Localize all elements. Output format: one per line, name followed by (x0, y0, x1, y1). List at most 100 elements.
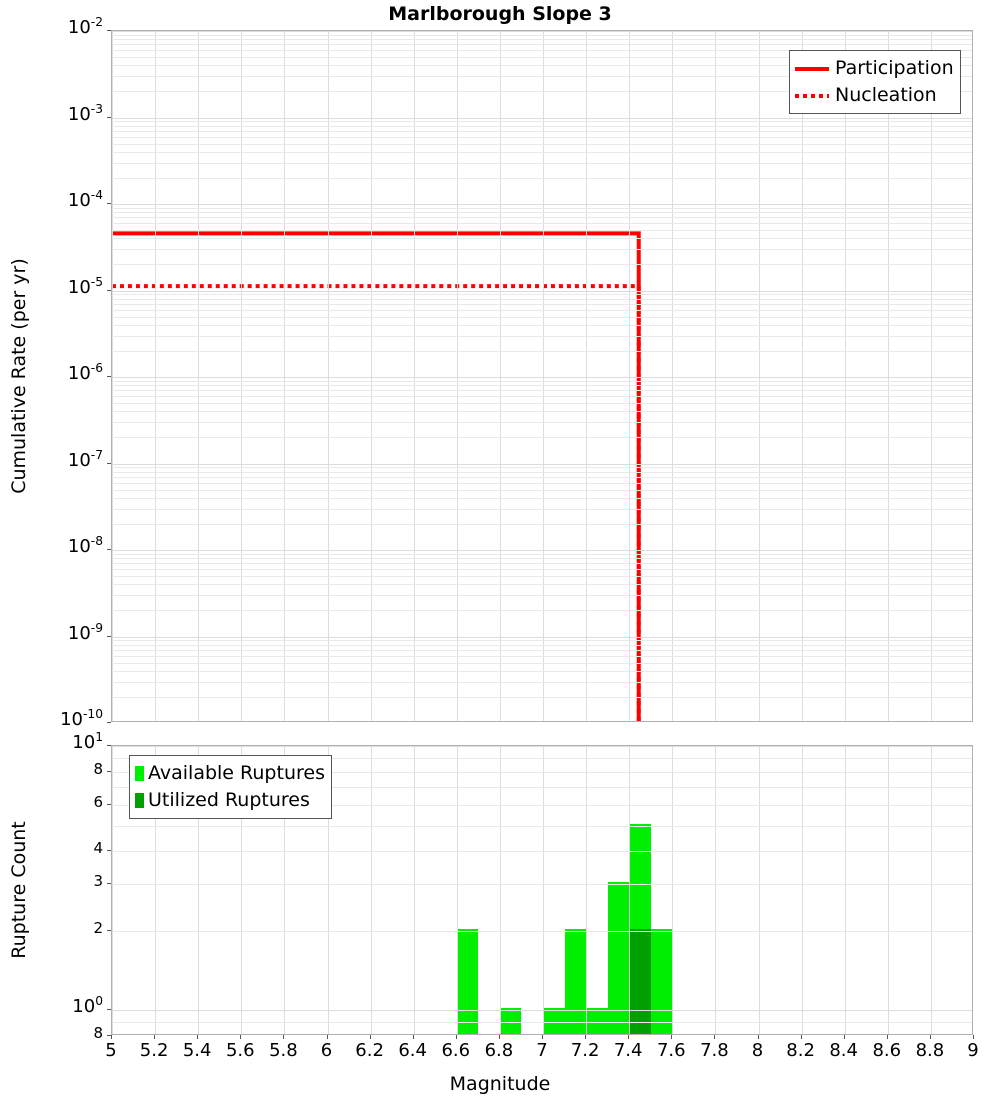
nucleation-line-icon (795, 93, 829, 98)
gridline-vertical (457, 746, 458, 1034)
gridline-vertical (500, 31, 501, 721)
x-tick-mark (887, 1035, 888, 1039)
gridline-vertical (586, 746, 587, 1034)
available-rupture-bar (586, 1008, 608, 1034)
gridline-horizontal (112, 645, 972, 646)
x-tick-label: 8.8 (915, 1040, 945, 1061)
gridline-vertical (371, 746, 372, 1034)
x-tick-label: 5.8 (269, 1040, 298, 1061)
available-rupture-bar (543, 1008, 565, 1034)
y-tick-mark (107, 1009, 111, 1010)
gridline-horizontal (112, 325, 972, 326)
gridline-horizontal (112, 490, 972, 491)
gridline-vertical (112, 746, 113, 1034)
x-tick-label: 8.4 (829, 1040, 858, 1061)
y-tick-label: 8 (93, 759, 103, 778)
y-tick-label: 10-9 (67, 620, 103, 644)
gridline-vertical (371, 31, 372, 721)
gridline-vertical (284, 31, 285, 721)
gridline-horizontal (112, 137, 972, 138)
gridline-horizontal (112, 826, 972, 827)
gridline-horizontal (112, 152, 972, 153)
legend-item-available: Available Ruptures (135, 760, 325, 787)
y-tick-label: 10-5 (67, 274, 103, 298)
x-tick-mark (283, 1035, 284, 1039)
utilized-rupture-bar (629, 928, 651, 1034)
gridline-horizontal (112, 498, 972, 499)
x-tick-label: 7.4 (613, 1040, 643, 1061)
gridline-horizontal (112, 787, 972, 788)
x-tick-label: 7.2 (570, 1040, 600, 1061)
gridline-horizontal (112, 554, 972, 555)
gridline-vertical (759, 31, 760, 721)
x-tick-mark (240, 1035, 241, 1039)
x-tick-mark (413, 1035, 414, 1039)
available-rupture-bar (607, 882, 630, 1034)
gridline-vertical (241, 31, 242, 721)
y-tick-mark (107, 636, 111, 637)
gridline-horizontal (112, 637, 972, 638)
y-tick-mark (107, 930, 111, 931)
gridline-horizontal (112, 294, 972, 295)
y-tick-label: 2 (93, 918, 103, 937)
gridline-horizontal (112, 118, 972, 119)
gridline-horizontal (112, 385, 972, 386)
x-tick-mark (499, 1035, 500, 1039)
gridline-horizontal (112, 477, 972, 478)
gridline-vertical (414, 31, 415, 721)
x-tick-label: 8.2 (786, 1040, 815, 1061)
x-tick-mark (327, 1035, 328, 1039)
gridline-horizontal (112, 144, 972, 145)
gridline-horizontal (112, 663, 972, 664)
gridline-horizontal (112, 50, 972, 51)
gridline-horizontal (112, 1022, 972, 1023)
x-tick-mark (714, 1035, 715, 1039)
gridline-vertical (629, 746, 630, 1034)
gridline-vertical (543, 31, 544, 721)
x-tick-label: 5.2 (139, 1040, 169, 1061)
gridline-horizontal (112, 126, 972, 127)
gridline-horizontal (112, 208, 972, 209)
x-tick-mark (973, 1035, 974, 1039)
gridline-horizontal (112, 35, 972, 36)
y-tick-mark (107, 804, 111, 805)
y-tick-label: 8 (93, 1024, 103, 1042)
x-tick-label: 6.6 (441, 1040, 471, 1061)
available-rupture-bar (650, 928, 673, 1034)
utilized-swatch-icon (135, 793, 144, 808)
y-tick-label: 10-3 (67, 101, 103, 125)
y-tick-mark (107, 883, 111, 884)
gridline-vertical (284, 746, 285, 1034)
rate-legend: Participation Nucleation (789, 50, 961, 114)
available-rupture-bar (499, 1008, 522, 1034)
gridline-horizontal (112, 178, 972, 179)
gridline-vertical (586, 31, 587, 721)
gridline-horizontal (112, 610, 972, 611)
gridline-horizontal (112, 550, 972, 551)
y-tick-mark (107, 117, 111, 118)
gridline-horizontal (112, 563, 972, 564)
gridline-horizontal (112, 121, 972, 122)
x-tick-mark (628, 1035, 629, 1039)
gridline-horizontal (112, 57, 972, 58)
gridline-horizontal (112, 467, 972, 468)
x-tick-mark (111, 1035, 112, 1039)
x-tick-mark (671, 1035, 672, 1039)
gridline-vertical (155, 31, 156, 721)
gridline-horizontal (112, 336, 972, 337)
gridline-vertical (715, 746, 716, 1034)
x-tick-label: 5.6 (225, 1040, 255, 1061)
y-tick-mark (107, 290, 111, 291)
gridline-horizontal (112, 650, 972, 651)
y-tick-label: 4 (93, 839, 103, 858)
gridline-vertical (845, 746, 846, 1034)
gridline-horizontal (112, 76, 972, 77)
gridline-horizontal (112, 212, 972, 213)
gridline-horizontal (112, 805, 972, 806)
gridline-vertical (931, 746, 932, 1034)
gridline-horizontal (112, 772, 972, 773)
x-tick-label: 8 (751, 1040, 764, 1061)
gridline-horizontal (112, 390, 972, 391)
gridline-horizontal (112, 569, 972, 570)
